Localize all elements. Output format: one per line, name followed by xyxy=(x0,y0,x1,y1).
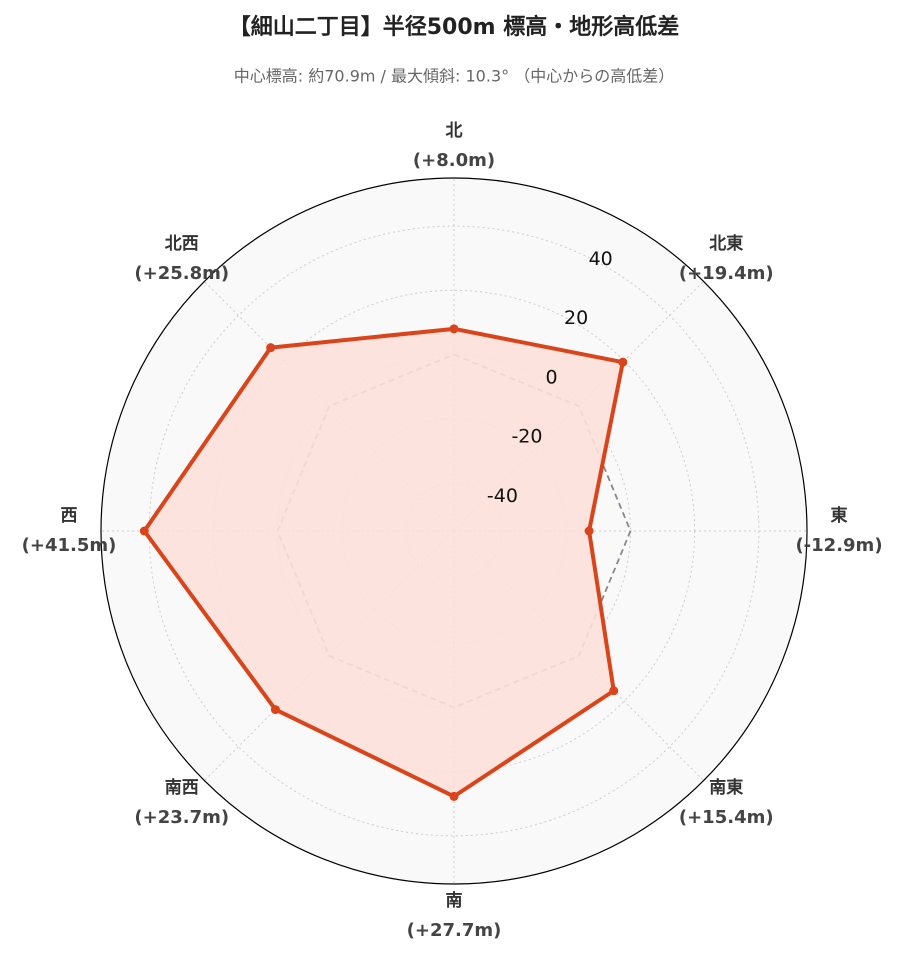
chart-title: 【細山二丁目】半径500m 標高・地形高低差 xyxy=(229,14,680,40)
category-label: 北西 xyxy=(165,234,199,254)
category-label: 南西 xyxy=(165,777,199,798)
r-tick-label: 40 xyxy=(589,248,613,270)
data-point xyxy=(609,686,619,696)
grid-circle xyxy=(148,225,760,837)
category-label: 西 xyxy=(61,506,78,526)
category-label: 南 xyxy=(446,890,463,911)
category-label: 東 xyxy=(831,505,848,526)
r-tick-label: -20 xyxy=(511,426,542,448)
r-tick-label: 20 xyxy=(564,307,588,329)
value-label: (-12.9m) xyxy=(795,535,882,556)
category-label: 南東 xyxy=(709,777,743,798)
data-point xyxy=(584,526,594,536)
data-point xyxy=(618,357,628,367)
data-point xyxy=(139,526,149,536)
value-label: (+8.0m) xyxy=(413,150,495,171)
value-label: (+19.4m) xyxy=(679,263,774,284)
data-point xyxy=(449,324,459,334)
data-point xyxy=(270,705,280,715)
r-tick-label: -40 xyxy=(487,485,518,507)
r-tick-label: 0 xyxy=(545,366,557,388)
category-label: 北 xyxy=(446,121,463,141)
chart-subtitle: 中心標高: 約70.9m / 最大傾斜: 10.3° （中心からの高低差） xyxy=(234,67,674,86)
value-label: (+25.8m) xyxy=(134,263,229,284)
value-label: (+41.5m) xyxy=(22,535,117,556)
category-label: 北東 xyxy=(709,233,743,254)
plot-border xyxy=(100,177,808,885)
value-label: (+23.7m) xyxy=(134,807,229,828)
value-label: (+27.7m) xyxy=(407,920,502,941)
data-point xyxy=(266,343,276,353)
value-label: (+15.4m) xyxy=(679,807,774,828)
data-point xyxy=(449,791,459,801)
